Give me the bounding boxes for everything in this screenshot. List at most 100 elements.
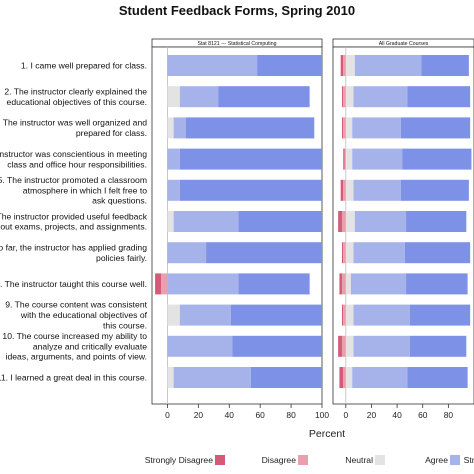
x-tick-label: 100 [315,410,329,420]
chart-panels: Stat 8121 --- Statistical Computing 0 20 40… [151,38,474,420]
legend-item-strongly-agree: Strongly Agree [464,455,474,465]
bar-segment-strongly-agree [421,55,469,76]
bar-segment-neutral [167,367,174,388]
bar-segment-strongly-agree [404,242,471,264]
legend-swatch [375,455,385,465]
bar-segment-disagree [341,335,346,357]
bar-segment-agree [173,211,239,232]
bar-segment-neutral [345,148,353,170]
bar-segment-neutral [167,211,174,232]
bar-segment-strongly-agree [257,55,322,76]
bar-segment-strongly-agree [406,211,467,232]
bar-segment-agree [167,335,233,357]
bar-segment-disagree [343,86,346,108]
x-tick-label: 60 [256,410,266,420]
bar-segment-agree [353,304,410,326]
legend-label: Strongly Agree [464,455,474,465]
bar-segment-strongly-disagree [340,55,344,76]
bar-segment-strongly-disagree [341,117,344,139]
question-label-3: 3. The instructor was well organized and… [0,118,147,138]
bar-segment-neutral [345,179,354,201]
bar-segment-strongly-agree [238,273,310,295]
question-label-6: 6. The instructor provided useful feedba… [0,211,148,231]
legend-item-disagree: Disagree [262,455,308,465]
x-tick-label: 20 [367,410,377,420]
question-label-line: 10. The course increased my ability to [2,331,147,341]
bar-segment-agree [167,55,258,76]
bar-segment-strongly-agree [407,367,468,388]
x-tick-label: 60 [418,410,428,420]
question-label-line: prepared for class. [76,128,147,138]
question-labels: 1. I came well prepared for class. 2. The… [0,61,148,383]
legend-label: Strongly Disagree [145,455,214,465]
x-tick-label: 80 [286,410,296,420]
bar-segment-neutral [167,304,180,326]
question-label-line: ideas, arguments, and points of view. [6,352,147,362]
bar-segment-strongly-disagree [341,86,344,108]
bar-segment-neutral [345,55,355,76]
question-label-line: 2. The instructor clearly explained the [4,87,147,97]
legend-label: Agree [425,455,448,465]
bar-segment-agree [350,273,407,295]
question-label-line: ask questions. [92,196,147,206]
chart-title: Student Feedback Forms, Spring 2010 [119,3,355,18]
bar-segment-neutral [167,86,180,108]
x-axis-label: Percent [309,428,345,440]
question-label-1: 1. I came well prepared for class. [21,61,147,71]
bar-segment-neutral [167,117,174,139]
x-tick-label: 40 [392,410,402,420]
bar-segment-strongly-agree [206,242,322,264]
bar-segment-agree [167,179,180,201]
bar-segment-neutral [345,367,353,388]
bar-segment-agree [352,367,408,388]
bar-segment-agree [179,304,231,326]
bar-segment-neutral [345,335,354,357]
question-label-line: with the educational objectives of [20,310,148,320]
bar-segment-neutral [345,242,354,264]
bar-segment-neutral [345,86,354,108]
question-label-line: 11. I learned a great deal in this cours… [0,373,147,383]
bar-segment-agree [354,211,407,232]
bar-segment-disagree [343,179,346,201]
bar-segment-strongly-disagree [341,304,344,326]
legend-item-strongly-disagree: Strongly Disagree [145,455,225,465]
legend-item-agree: Agree [425,455,460,465]
bar-segment-agree [353,335,410,357]
bar-segment-strongly-agree [179,179,322,201]
bar-segment-strongly-agree [230,304,322,326]
bar-segment-strongly-agree [186,117,315,139]
bar-segment-strongly-disagree [340,179,344,201]
question-label-line: 3. The instructor was well organized and [0,118,147,128]
question-label-5: 5. The instructor promoted a classroom at… [0,175,147,206]
panel-1: Stat 8121 --- Statistical Computing 0 20 40… [151,38,329,420]
bar-segment-strongly-agree [232,335,322,357]
bar-segment-strongly-agree [238,211,322,232]
bar-segment-agree [167,242,207,264]
bar-segment-neutral [345,304,354,326]
bar-segment-disagree [343,242,346,264]
bar-segment-agree [173,367,251,388]
question-label-4: 4. The instructor was conscientious in m… [0,149,147,169]
legend-swatch [215,455,225,465]
bar-segment-strongly-agree [400,117,471,139]
question-label-line: 6. The instructor provided useful feedba… [0,211,148,221]
chart-legend: Strongly Disagree Disagree Neutral Agree Str… [145,455,474,465]
bar-segment-disagree [161,273,168,295]
bar-segment-strongly-disagree [339,273,342,295]
bar-segment-strongly-disagree [338,335,342,357]
question-label-line: this course. [103,321,147,331]
question-label-11: 11. I learned a great deal in this cours… [0,373,147,383]
legend-swatch [450,455,460,465]
question-label-line: analyze and critically evaluate [33,341,147,351]
bar-segment-neutral [345,273,351,295]
bar-segment-disagree [343,304,346,326]
bar-segment-agree [353,86,408,108]
bar-segment-agree [353,242,405,264]
question-label-8: 8. The instructor taught this course wel… [0,279,147,289]
bar-segment-disagree [344,148,346,170]
bar-segment-agree [179,86,219,108]
question-label-line: about exams, projects, and assignments. [0,222,147,232]
bar-segment-strongly-agree [407,86,471,108]
panel-strip-label: Stat 8121 --- Statistical Computing [197,41,276,47]
